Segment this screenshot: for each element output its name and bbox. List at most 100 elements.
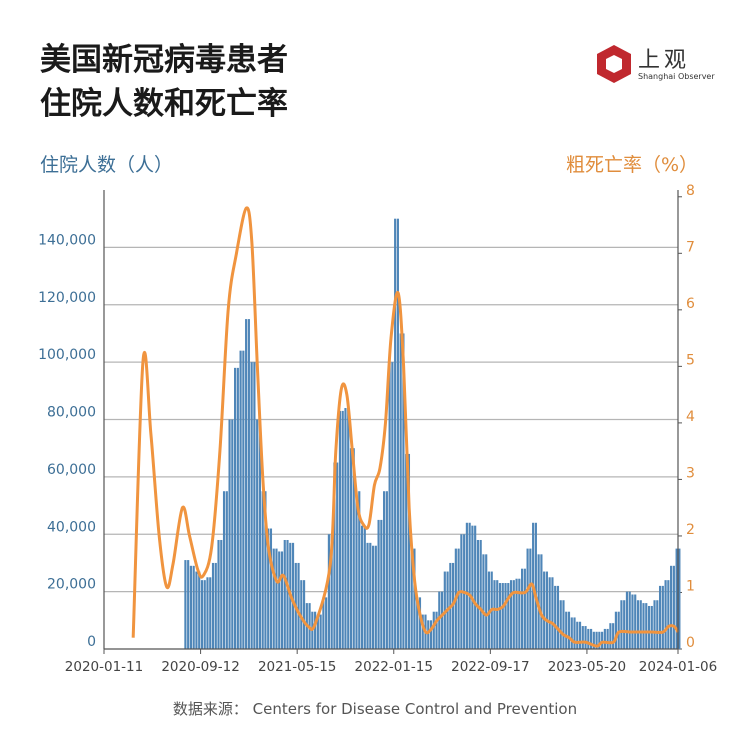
hospitalization-bar [245,319,248,649]
hexagon-logo-icon [597,45,631,83]
hospitalization-bar [405,453,408,649]
hospitalization-bar [184,560,187,649]
hospitalization-bar [358,491,361,649]
hospitalization-bar [261,491,264,649]
hospitalization-bar [432,611,435,649]
hospitalization-bar [369,542,372,649]
hospitalization-bar [209,577,212,649]
hospitalization-bar [228,419,231,649]
right-tick-label: 8 [686,183,695,199]
hospitalization-bar [258,419,261,649]
left-tick-label: 140,000 [38,232,96,248]
hospitalization-bar [570,617,573,649]
hospitalization-bar [667,580,670,649]
hospitalization-bar [487,571,491,649]
left-tick-label: 100,000 [38,347,96,363]
title-line-1: 美国新冠病毒患者 [40,42,288,78]
hospitalization-bar [443,571,446,649]
hospitalization-bar [352,448,355,649]
hospitalization-bar [250,362,253,649]
hospitalization-bar [280,551,284,649]
x-tick-label: 2021-05-15 [258,659,336,675]
hospitalization-bar [396,218,399,649]
hospitalization-bar [670,565,673,649]
right-tick-label: 6 [686,296,695,312]
hospitalization-bar [515,578,518,649]
chart-title: 美国新冠病毒患者 住院人数和死亡率 [40,38,288,126]
shanghai-observer-logo: 上观 Shanghai Observer [594,42,724,86]
hospitalization-bar [656,600,659,649]
x-tick-label: 2023-05-20 [548,659,626,675]
hospitalization-bar [601,631,604,649]
hospitalization-bar [650,605,653,649]
hospitalization-bar [383,491,386,649]
hospitalization-bar [269,528,273,649]
hospitalization-bar [592,631,595,649]
hospitalization-bar [620,600,623,649]
hospitalization-bar [598,631,601,649]
hospitalization-bar [203,580,206,649]
hospitalization-bar [388,362,391,649]
hospitalization-bar [267,528,270,649]
hospitalization-bar [554,585,557,649]
hospitalization-bar [291,542,295,649]
left-tick-label: 60,000 [47,462,96,478]
hospitalization-bar [623,600,626,649]
hospitalization-bar [355,491,358,649]
hospitalization-bar [374,545,377,649]
hospitalization-bar [559,600,562,649]
hospitalization-bar [410,548,413,649]
hospitalization-bar [371,545,375,649]
hospitalization-bar [385,491,388,649]
hospitalization-bar [581,626,584,649]
hospitalization-bar [617,611,620,649]
hospitalization-bar [264,491,267,649]
x-tick-label: 2022-09-17 [451,659,529,675]
x-tick-label: 2022-01-15 [355,659,433,675]
hospitalization-bar [509,580,513,649]
hospitalization-bar [435,611,438,649]
hospitalization-bar [562,600,565,649]
right-tick-label: 5 [686,352,695,368]
hospitalization-bar [338,410,342,649]
x-tick-label: 2020-01-11 [65,659,143,675]
hospitalization-bar [518,578,521,649]
hospitalization-bar [360,525,364,649]
hospitalization-bar [189,565,193,649]
hospitalization-bar [595,631,598,649]
hospitalization-bar [192,565,195,649]
hospitalization-bar [521,568,524,649]
right-tick-label: 2 [686,522,695,538]
hospitalization-bar [325,597,328,649]
left-axis-label: 住院人数（人） [40,154,174,176]
hospitalization-bar [327,534,330,649]
x-tick-label: 2024-01-06 [639,659,717,675]
hospitalization-bar [239,350,242,649]
hospitalization-bar [523,568,526,649]
title-line-2: 住院人数和死亡率 [40,86,288,122]
hospitalization-bar [272,548,275,649]
hospitalization-bar [429,620,433,649]
hospitalization-bar [380,519,383,649]
hospitalization-bar [347,408,350,649]
hospitalization-bar [421,614,424,649]
hospitalization-bar [496,580,499,649]
hospitalization-bar [584,626,587,649]
hospitalization-bar [438,591,441,649]
hospitalization-bar [440,591,444,649]
hospitalization-bar [589,628,593,649]
x-tick-label: 2020-09-12 [161,659,239,675]
hospitalization-bar [468,522,471,649]
hospitalization-bar [636,600,640,649]
hospitalization-bar [198,571,201,649]
hospitalization-bar [678,548,681,649]
hospitalization-bar [402,333,405,649]
hospitalization-bar [661,585,664,649]
hospitalization-bar [485,554,488,649]
hospitalization-bar [211,562,215,649]
hospitalization-bar [297,562,300,649]
hospitalization-bar [256,419,259,649]
hospitalization-bar [407,453,411,649]
